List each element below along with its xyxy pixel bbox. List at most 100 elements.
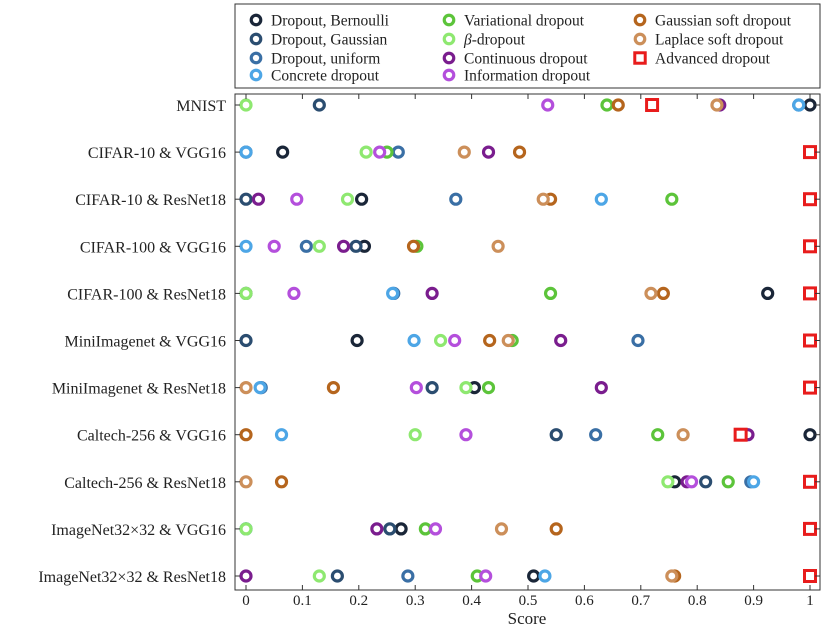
data-point	[501, 333, 515, 348]
legend-marker	[442, 32, 456, 46]
y-tick-label: Caltech-256 & VGG16	[77, 428, 226, 445]
legend-marker	[249, 51, 263, 65]
x-tick-label: 0.5	[519, 593, 538, 609]
legend: Dropout, Bernoulli Dropout, Gaussian Dropo…	[234, 3, 821, 89]
x-tick-label: 0	[242, 593, 250, 609]
data-point	[407, 333, 421, 348]
data-point	[543, 286, 558, 300]
x-tick-label: 1	[806, 593, 814, 609]
x-tick-label: 0.7	[631, 593, 650, 609]
data-point	[803, 145, 817, 160]
data-point	[803, 521, 817, 536]
data-point	[761, 286, 775, 300]
data-point	[589, 428, 603, 442]
data-point	[721, 475, 735, 489]
x-tick-label: 0.6	[575, 593, 594, 609]
data-point	[239, 428, 253, 442]
data-point	[803, 286, 817, 301]
data-point	[274, 428, 289, 442]
y-tick-label: ImageNet32×32 & VGG16	[51, 522, 226, 539]
data-point	[401, 569, 415, 583]
legend-label: β-dropout	[463, 32, 526, 49]
legend-label: Dropout, Gaussian	[271, 32, 387, 49]
legend-box	[234, 3, 821, 89]
data-point	[459, 381, 473, 395]
data-point	[661, 475, 675, 489]
legend-entry: Dropout, uniform	[249, 51, 380, 68]
legend-entry: Dropout, Gaussian	[249, 32, 387, 49]
data-point	[239, 145, 253, 159]
data-point	[239, 475, 253, 489]
data-point	[409, 381, 423, 395]
x-tick-label: 0.4	[462, 593, 481, 609]
data-point	[448, 333, 462, 348]
data-point	[549, 522, 563, 536]
legend-marker	[633, 51, 647, 65]
data-point	[665, 569, 679, 583]
data-point	[276, 145, 290, 159]
data-point	[594, 381, 608, 395]
data-point	[536, 192, 550, 206]
y-tick-label: MiniImagenet & ResNet18	[52, 381, 226, 398]
data-point	[394, 522, 408, 536]
legend-label: Variational dropout	[464, 13, 585, 30]
y-tick-label: CIFAR-100 & ResNet18	[67, 286, 226, 303]
data-point	[370, 522, 384, 536]
legend-entry: Variational dropout	[442, 13, 585, 30]
data-point	[239, 192, 253, 206]
data-point	[418, 522, 432, 536]
data-point	[267, 239, 281, 253]
series-concrete-dropout	[239, 98, 806, 583]
legend-label: Advanced dropout	[655, 51, 771, 68]
data-point	[449, 192, 463, 206]
legend-label: Information dropout	[464, 68, 591, 85]
x-tick-label: 0.3	[406, 593, 425, 609]
y-tick-label: CIFAR-10 & VGG16	[88, 145, 226, 162]
data-point	[665, 192, 679, 206]
series-dropout-bernoulli	[276, 98, 817, 583]
data-point	[676, 428, 690, 442]
data-point	[239, 98, 253, 112]
data-point	[359, 145, 373, 159]
data-point	[651, 428, 665, 442]
data-point	[541, 98, 555, 112]
y-tick-label: Caltech-256 & ResNet18	[64, 475, 226, 492]
data-point	[312, 569, 326, 583]
data-point	[253, 381, 267, 395]
data-point	[239, 522, 253, 536]
data-point	[459, 428, 473, 442]
legend-marker	[442, 13, 456, 27]
data-point	[350, 333, 364, 348]
series-laplace-soft-dropout	[239, 98, 724, 583]
legend-entry: Concrete dropout	[249, 68, 380, 85]
x-tick-label: 0.8	[688, 593, 707, 609]
data-point	[644, 286, 658, 300]
data-point	[491, 239, 505, 253]
data-point	[481, 145, 496, 159]
data-point	[594, 192, 608, 206]
data-point	[803, 380, 817, 395]
legend-marker	[249, 13, 263, 27]
legend-entry: β-dropout	[442, 32, 526, 49]
data-point	[239, 569, 253, 583]
series-advanced-dropout	[645, 98, 817, 583]
legend-marker	[249, 32, 263, 46]
data-point	[554, 333, 568, 348]
data-point	[710, 98, 724, 112]
data-point	[803, 333, 817, 348]
data-point	[425, 286, 439, 300]
legend-entry: Gaussian soft dropout	[633, 13, 792, 30]
legend-entry: Laplace soft dropout	[633, 32, 784, 49]
legend-entry: Information dropout	[442, 68, 591, 85]
data-point	[391, 145, 405, 159]
data-point	[611, 98, 625, 112]
data-point	[340, 192, 355, 206]
x-axis: 0 0.1 0.2 0.3 0.4 0.5 0.6 0.7 0.8 0.9 1	[242, 94, 814, 609]
data-point	[483, 333, 497, 348]
y-tick-label: MiniImagenet & VGG16	[65, 334, 226, 351]
data-point	[656, 286, 670, 300]
data-point	[299, 239, 313, 253]
legend-label: Laplace soft dropout	[655, 32, 784, 49]
legend-entry: Advanced dropout	[633, 51, 771, 68]
